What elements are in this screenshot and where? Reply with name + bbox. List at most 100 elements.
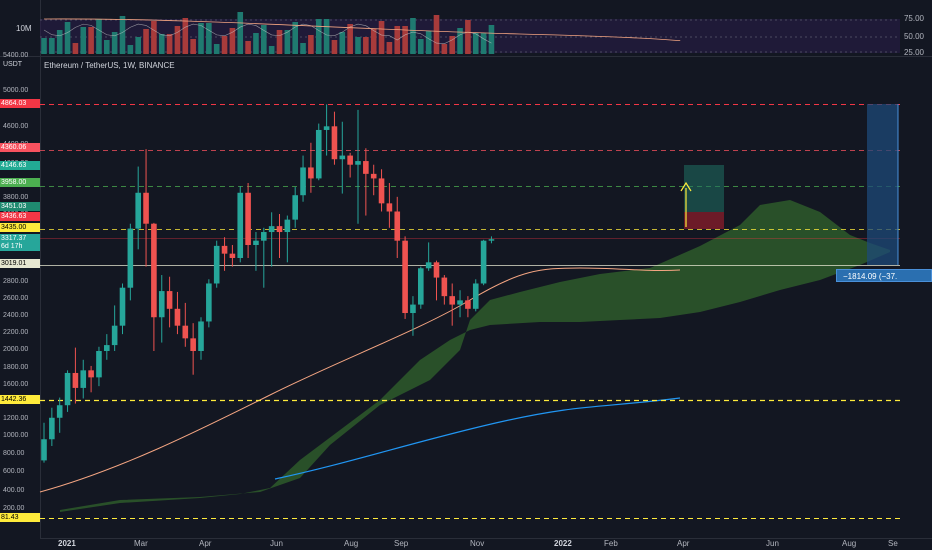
price-badge: 4864.03 (0, 99, 40, 108)
price-tick-label: 400.00 (3, 486, 25, 494)
candle-body (72, 372, 79, 388)
time-tick-label: 2022 (554, 539, 572, 548)
oscillator-line (43, 23, 492, 44)
volume-bar (386, 42, 393, 54)
price-badge: 4360.06 (0, 143, 40, 152)
price-badge: 3317.37 (0, 234, 40, 243)
candle-body (347, 155, 353, 165)
candle-body (190, 338, 196, 351)
price-tick-label: 4600.00 (3, 123, 29, 131)
volume-bar (480, 33, 487, 54)
candle-body (111, 325, 118, 346)
volume-bar (465, 20, 471, 54)
volume-bar (182, 18, 189, 54)
time-tick-label: Nov (470, 539, 485, 548)
candle-body (488, 239, 495, 241)
candle-body (174, 308, 181, 326)
price-badge: 3451.03 (0, 202, 40, 211)
candle-body (268, 226, 275, 233)
volume-bar (206, 23, 212, 54)
volume-bar (300, 43, 306, 54)
volume-bar (323, 19, 330, 54)
long-position-stop (684, 212, 724, 229)
volume-bar (253, 33, 259, 54)
candle-body (221, 245, 228, 254)
price-tick-label: 5400.00 (3, 52, 29, 59)
volume-bar (370, 29, 377, 54)
price-badge: 3958.00 (0, 178, 40, 187)
time-tick-label: Mar (134, 539, 148, 548)
volume-bar (331, 40, 338, 54)
volume-bar (198, 23, 204, 54)
volume-bar (488, 25, 495, 54)
volume-bar (166, 34, 173, 54)
volume-bar (111, 32, 118, 54)
volume-bar (174, 26, 181, 54)
volume-bar (64, 22, 71, 54)
volume-bar (213, 44, 220, 54)
candle-body (158, 291, 165, 318)
osc-level-25: 25.00 (903, 48, 924, 57)
candle-body (465, 300, 471, 309)
candle-body (229, 253, 236, 258)
candle-body (261, 232, 267, 241)
volume-bar (441, 44, 448, 54)
volume-bar (80, 27, 87, 54)
candle-body (41, 439, 47, 461)
candle-body (182, 325, 189, 339)
candle-body (355, 161, 361, 165)
price-tick-label: 1800.00 (3, 363, 29, 371)
volume-bar (245, 41, 251, 54)
volume-bar (268, 46, 275, 54)
candle-body (441, 277, 448, 297)
candle-body (213, 245, 220, 284)
volume-bar (88, 27, 94, 54)
volume-bar (221, 36, 228, 54)
volume-bar (418, 39, 424, 54)
volume-bar (56, 30, 63, 54)
volume-bar (229, 28, 236, 54)
price-tick-label: 2400.00 (3, 312, 29, 320)
osc-level-75: 75.00 (903, 14, 924, 23)
volume-bar (315, 19, 322, 54)
long-position-target (684, 165, 724, 212)
volume-ma-line (43, 18, 681, 41)
price-badge: 1442.36 (0, 395, 40, 404)
candle-body (457, 300, 463, 305)
time-tick-label: Se (888, 539, 898, 548)
candle-body (88, 370, 94, 378)
time-tick-label: Jun (270, 539, 283, 548)
price-badge: 3019.01 (0, 259, 40, 268)
candle-body (433, 262, 440, 278)
price-tick-label: 600.00 (3, 468, 25, 475)
candle-body (386, 203, 393, 212)
candle-body (472, 283, 479, 309)
osc-level-50: 50.00 (903, 32, 924, 41)
time-tick-label: 2021 (58, 539, 76, 548)
volume-bar (119, 16, 126, 54)
candle-body (119, 287, 126, 326)
price-tick-label: 1000.00 (3, 432, 29, 439)
candle-body (206, 283, 212, 322)
volume-bar (104, 40, 110, 54)
volume-bar (402, 26, 408, 54)
price-tick-label: 2800.00 (3, 278, 29, 286)
price-tick-label: 5000.00 (3, 87, 29, 95)
candle-body (370, 173, 377, 179)
volume-bar (41, 38, 47, 54)
price-tick-label: 2200.00 (3, 329, 29, 337)
candle-body (410, 304, 416, 314)
time-tick-label: Jun (766, 539, 779, 548)
candle-body (378, 178, 385, 204)
time-tick-label: Aug (344, 539, 359, 548)
candle-body (276, 226, 283, 233)
price-tick-label: 3800.00 (3, 194, 29, 202)
price-tick-label: 2600.00 (3, 295, 29, 303)
volume-bar (425, 31, 432, 54)
candle-body (300, 167, 306, 196)
volume-bar (127, 45, 134, 54)
candle-body (245, 192, 251, 246)
symbol-title[interactable]: Ethereum / TetherUS, 1W, BINANCE (44, 61, 175, 70)
volume-bar (457, 28, 463, 54)
